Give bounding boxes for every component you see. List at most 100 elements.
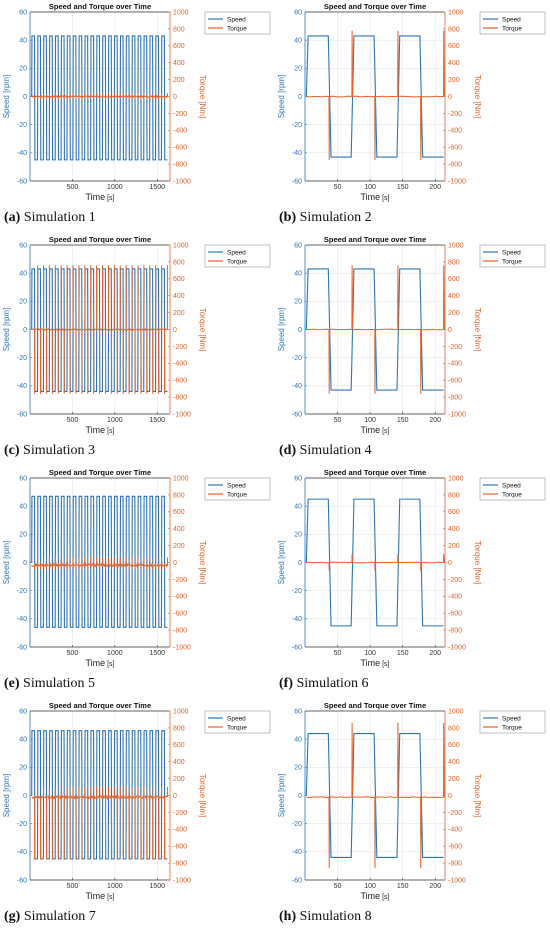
- y2-tick-label: -1000: [173, 178, 191, 185]
- y-axis-label: Speed [rpm]: [2, 75, 11, 119]
- x-axis-label-text: Time: [360, 891, 380, 901]
- y-tick-label: -20: [17, 821, 27, 828]
- torque-series-line: [306, 722, 445, 869]
- y2-tick-label: -200: [448, 344, 462, 351]
- x-axis-label-text: Time: [360, 425, 380, 435]
- y2-tick-label: 400: [173, 759, 185, 766]
- x-axis-label: Time [s]: [360, 425, 389, 435]
- y-tick-label: -60: [292, 178, 302, 185]
- y-tick-label: 0: [23, 560, 27, 567]
- caption: (h) Simulation 8: [279, 909, 372, 925]
- y-tick-label: 40: [19, 38, 27, 45]
- y2-tick-label: 600: [448, 509, 460, 516]
- chart-title: Speed and Torque over Time: [324, 701, 426, 710]
- y2-tick-label: 200: [448, 543, 460, 550]
- torque-series-line: [306, 554, 445, 571]
- y-tick-label: -20: [292, 588, 302, 595]
- x-tick-label: 500: [67, 650, 79, 657]
- y2-tick-label: 1000: [448, 708, 464, 715]
- y2-tick-label: -200: [173, 577, 187, 584]
- y-tick-label: -40: [17, 150, 27, 157]
- y2-tick-label: 400: [173, 526, 185, 533]
- y2-tick-label: 800: [448, 26, 460, 33]
- chart-panel-simulation-1: 500 1000 1500 -60 -40 -20 0 20 40 60 -1000 -800 -600…: [0, 0, 275, 233]
- y-tick-label: -60: [17, 877, 27, 884]
- x-tick-label: 500: [67, 184, 79, 191]
- y2-tick-label: -800: [173, 628, 187, 635]
- chart-svg: 50 100 150 200-60-40-200204060-1000-800-600…: [277, 2, 546, 202]
- y-axis-label: Speed [rpm]: [277, 308, 286, 352]
- y-tick-label: -20: [292, 122, 302, 129]
- y2-tick-label: 0: [173, 793, 177, 800]
- y-tick-label: 40: [19, 504, 27, 511]
- y2-tick-label: 400: [448, 759, 460, 766]
- y-axis-label: Speed [rpm]: [2, 308, 11, 352]
- y2-tick-label: 400: [448, 293, 460, 300]
- y2-tick-label: 600: [448, 742, 460, 749]
- x-axis-label-text: Time: [85, 658, 105, 668]
- caption-label: (g): [4, 909, 21, 924]
- y-tick-label: -40: [17, 616, 27, 623]
- y-tick-label: -40: [292, 383, 302, 390]
- y-tick-label: 60: [19, 475, 27, 482]
- y2-tick-label: 1000: [173, 708, 189, 715]
- x-axis-label: Time [s]: [360, 192, 389, 202]
- y2-tick-label: 400: [173, 293, 185, 300]
- x-tick-label: 200: [429, 883, 441, 890]
- legend-label-torque: Torque: [502, 724, 522, 731]
- y2-tick-label: 1000: [448, 9, 464, 16]
- chart-panel-simulation-2: 50 100 150 200 -60 -40 -20 0 20 40 60 -1000 -800 -600…: [275, 0, 550, 233]
- y2-tick-label: -200: [173, 344, 187, 351]
- caption-text: Simulation 8: [299, 909, 372, 924]
- y-tick-label: -40: [292, 616, 302, 623]
- y-tick-label: 60: [19, 708, 27, 715]
- y2-tick-label: 0: [448, 94, 452, 101]
- y2-axis-label: Torque [Nm]: [473, 75, 482, 119]
- x-axis-label: Time [s]: [85, 658, 114, 668]
- x-axis-unit: [s]: [105, 428, 114, 435]
- y-tick-label: -40: [292, 849, 302, 856]
- y2-tick-label: -400: [173, 128, 187, 135]
- x-tick-label: 100: [364, 417, 376, 424]
- y-axis-label: Speed [rpm]: [2, 541, 11, 585]
- chart-title: Speed and Torque over Time: [49, 2, 151, 11]
- caption-text: Simulation 4: [299, 443, 372, 458]
- y2-tick-label: 1000: [173, 475, 189, 482]
- y2-axis-label: Torque [Nm]: [198, 541, 207, 585]
- y-tick-label: -20: [17, 588, 27, 595]
- chart-panel-simulation-7: 500 1000 1500 -60 -40 -20 0 20 40 60 -1000 -800 -600…: [0, 699, 275, 932]
- y2-tick-label: -400: [448, 128, 462, 135]
- x-tick-label: 100: [364, 883, 376, 890]
- chart-title: Speed and Torque over Time: [49, 235, 151, 244]
- y2-tick-label: 1000: [173, 9, 189, 16]
- y2-tick-label: -600: [173, 844, 187, 851]
- caption: (g) Simulation 7: [4, 909, 96, 925]
- x-tick-label: 200: [429, 417, 441, 424]
- y-axis-label: Speed [rpm]: [2, 774, 11, 818]
- y2-tick-label: -600: [448, 844, 462, 851]
- caption-text: Simulation 2: [299, 210, 372, 225]
- y-tick-label: 20: [19, 532, 27, 539]
- chart-svg: 500 1000 1500-60-40-200204060-1000-800-600…: [2, 2, 271, 202]
- caption: (b) Simulation 2: [279, 210, 372, 226]
- y2-tick-label: -600: [173, 378, 187, 385]
- y2-axis-label: Torque [Nm]: [473, 308, 482, 352]
- legend-label-torque: Torque: [227, 25, 247, 32]
- legend-label-torque: Torque: [502, 258, 522, 265]
- y2-tick-label: 200: [448, 310, 460, 317]
- chart-title: Speed and Torque over Time: [49, 468, 151, 477]
- y2-axis-label: Torque [Nm]: [198, 308, 207, 352]
- speed-series-line: [31, 495, 168, 628]
- y-tick-label: 0: [298, 94, 302, 101]
- chart-title: Speed and Torque over Time: [324, 468, 426, 477]
- speed-series-line: [305, 732, 444, 859]
- caption-text: Simulation 1: [23, 210, 96, 225]
- y-tick-label: 20: [19, 299, 27, 306]
- y2-tick-label: -1000: [173, 411, 191, 418]
- y2-tick-label: 800: [173, 26, 185, 33]
- chart-title: Speed and Torque over Time: [324, 2, 426, 11]
- chart-svg: 50 100 150 200-60-40-200204060-1000-800-600…: [277, 235, 546, 435]
- y-tick-label: 20: [294, 532, 302, 539]
- y2-tick-label: -1000: [173, 644, 191, 651]
- legend-label-torque: Torque: [502, 491, 522, 498]
